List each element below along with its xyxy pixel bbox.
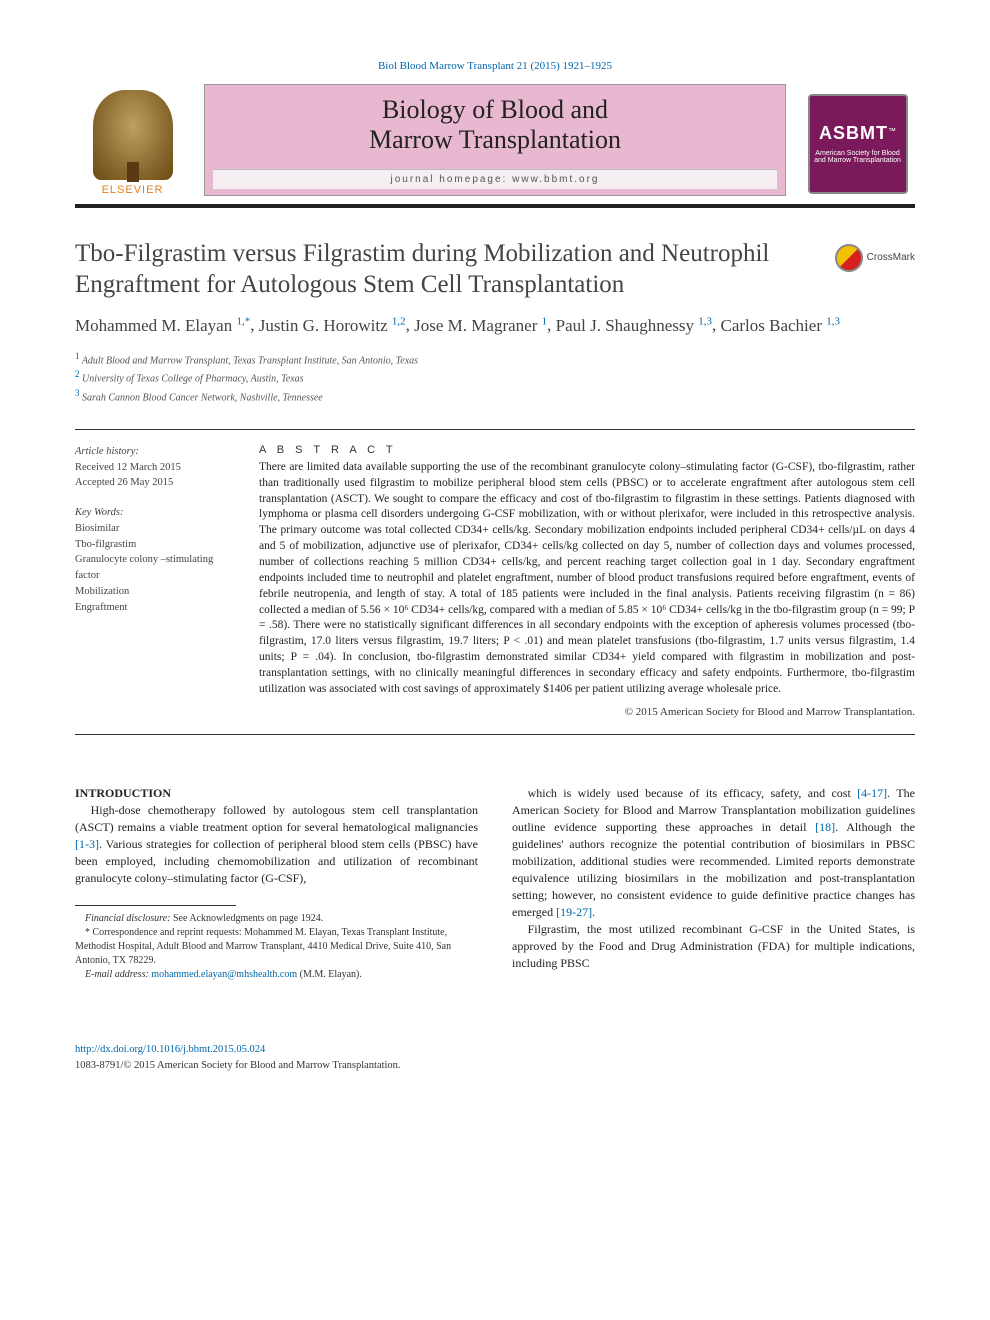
author-affil-sup: 1,2 xyxy=(392,315,406,327)
history-received: Received 12 March 2015 xyxy=(75,460,235,476)
journal-banner: Biology of Blood and Marrow Transplantat… xyxy=(204,84,786,196)
elsevier-tree-icon xyxy=(93,90,173,180)
keywords-list: BiosimilarTbo-filgrastimGranulocyte colo… xyxy=(75,521,235,616)
intro-paragraph-2: which is widely used because of its effi… xyxy=(512,785,915,921)
asbmt-full-2: and Marrow Transplantation xyxy=(814,157,901,164)
affiliation-num: 1 xyxy=(75,351,80,361)
journal-title: Biology of Blood and Marrow Transplantat… xyxy=(369,95,621,155)
publisher-logo: ELSEVIER xyxy=(75,84,190,204)
keyword: Engraftment xyxy=(75,600,235,616)
keyword: Granulocyte colony –stimulating factor xyxy=(75,552,235,584)
author: Justin G. Horowitz 1,2 xyxy=(259,316,406,335)
asbmt-full-1: American Society for Blood xyxy=(815,150,899,157)
author-affil-sup: 1,3 xyxy=(826,315,840,327)
article-meta: Article history: Received 12 March 2015 … xyxy=(75,444,235,718)
author: Carlos Bachier 1,3 xyxy=(720,316,840,335)
affiliation-num: 2 xyxy=(75,369,80,379)
crossmark-badge[interactable]: CrossMark xyxy=(825,244,915,272)
keyword: Biosimilar xyxy=(75,521,235,537)
keyword: Mobilization xyxy=(75,584,235,600)
footnote-email-link[interactable]: mohammed.elayan@mhshealth.com xyxy=(151,969,297,980)
publisher-name: ELSEVIER xyxy=(102,184,164,196)
cite-1-3[interactable]: [1-3] xyxy=(75,837,99,851)
cite-19-27[interactable]: [19-27] xyxy=(556,905,592,919)
doi-link[interactable]: http://dx.doi.org/10.1016/j.bbmt.2015.05… xyxy=(75,1044,265,1055)
intro-paragraph-3: Filgrastim, the most utilized recombinan… xyxy=(512,921,915,972)
p1a: High-dose chemotherapy followed by autol… xyxy=(75,803,478,834)
copyright-line: © 2015 American Society for Blood and Ma… xyxy=(259,706,915,718)
affiliation: 1 Adult Blood and Marrow Transplant, Tex… xyxy=(75,350,915,368)
body-columns: INTRODUCTION High-dose chemotherapy foll… xyxy=(75,785,915,982)
asbmt-badge: ASBMT™ American Society for Blood and Ma… xyxy=(808,94,908,194)
asbmt-tm: ™ xyxy=(888,126,896,135)
p1b: . Various strategies for collection of p… xyxy=(75,837,478,885)
journal-title-line1: Biology of Blood and xyxy=(382,95,608,124)
affiliation: 3 Sarah Cannon Blood Cancer Network, Nas… xyxy=(75,387,915,405)
cite-18[interactable]: [18] xyxy=(815,820,835,834)
fn-fin-label: Financial disclosure: xyxy=(85,913,170,924)
affiliation-list: 1 Adult Blood and Marrow Transplant, Tex… xyxy=(75,350,915,405)
homepage-label: journal homepage: xyxy=(391,174,513,185)
author-list: Mohammed M. Elayan 1,*, Justin G. Horowi… xyxy=(75,314,915,338)
citation-link-text[interactable]: Biol Blood Marrow Transplant 21 (2015) 1… xyxy=(378,60,612,72)
society-logo: ASBMT™ American Society for Blood and Ma… xyxy=(800,84,915,204)
page-footer: http://dx.doi.org/10.1016/j.bbmt.2015.05… xyxy=(75,1042,915,1074)
fn-email-trail: (M.M. Elayan). xyxy=(297,969,362,980)
footnote-financial: Financial disclosure: See Acknowledgment… xyxy=(75,912,478,926)
fn-email-label: E-mail address: xyxy=(85,969,149,980)
journal-masthead: ELSEVIER Biology of Blood and Marrow Tra… xyxy=(75,84,915,208)
crossmark-label: CrossMark xyxy=(867,252,915,263)
abstract-text: There are limited data available support… xyxy=(259,460,915,698)
affiliation-num: 3 xyxy=(75,388,80,398)
history-accepted: Accepted 26 May 2015 xyxy=(75,475,235,491)
author-affil-sup: 1 xyxy=(542,315,548,327)
crossmark-icon xyxy=(835,244,863,272)
intro-paragraph-1: High-dose chemotherapy followed by autol… xyxy=(75,802,478,887)
fn-fin-text: See Acknowledgments on page 1924. xyxy=(170,913,323,924)
affiliation: 2 University of Texas College of Pharmac… xyxy=(75,368,915,386)
fn-corr-text: Correspondence and reprint requests: Moh… xyxy=(75,927,451,966)
author: Mohammed M. Elayan 1,* xyxy=(75,316,250,335)
asbmt-full: American Society for Blood and Marrow Tr… xyxy=(814,150,901,165)
author: Jose M. Magraner 1 xyxy=(414,316,547,335)
footnote-correspondence: * Correspondence and reprint requests: M… xyxy=(75,926,478,968)
homepage-url[interactable]: www.bbmt.org xyxy=(512,174,599,185)
journal-homepage: journal homepage: www.bbmt.org xyxy=(213,169,777,189)
journal-title-line2: Marrow Transplantation xyxy=(369,125,621,154)
intro-heading: INTRODUCTION xyxy=(75,785,478,802)
keyword: Tbo-filgrastim xyxy=(75,537,235,553)
issn-copyright: 1083-8791/© 2015 American Society for Bl… xyxy=(75,1060,401,1071)
cite-4-17[interactable]: [4-17] xyxy=(857,786,887,800)
author-affil-sup: 1,3 xyxy=(698,315,712,327)
asbmt-abbr: ASBMT xyxy=(819,123,888,143)
footnotes: Financial disclosure: See Acknowledgment… xyxy=(75,912,478,982)
history-header: Article history: xyxy=(75,444,235,460)
p2d: . xyxy=(592,905,595,919)
footnote-divider xyxy=(75,905,236,906)
author-affil-sup: 1,* xyxy=(236,315,250,327)
author: Paul J. Shaughnessy 1,3 xyxy=(556,316,712,335)
p2a: which is widely used because of its effi… xyxy=(528,786,858,800)
keywords-header: Key Words: xyxy=(75,505,235,521)
footnote-email: E-mail address: mohammed.elayan@mhshealt… xyxy=(75,968,478,982)
citation-link[interactable]: Biol Blood Marrow Transplant 21 (2015) 1… xyxy=(75,60,915,72)
article-title: Tbo-Filgrastim versus Filgrastim during … xyxy=(75,238,813,301)
abstract-label: A B S T R A C T xyxy=(259,444,915,456)
